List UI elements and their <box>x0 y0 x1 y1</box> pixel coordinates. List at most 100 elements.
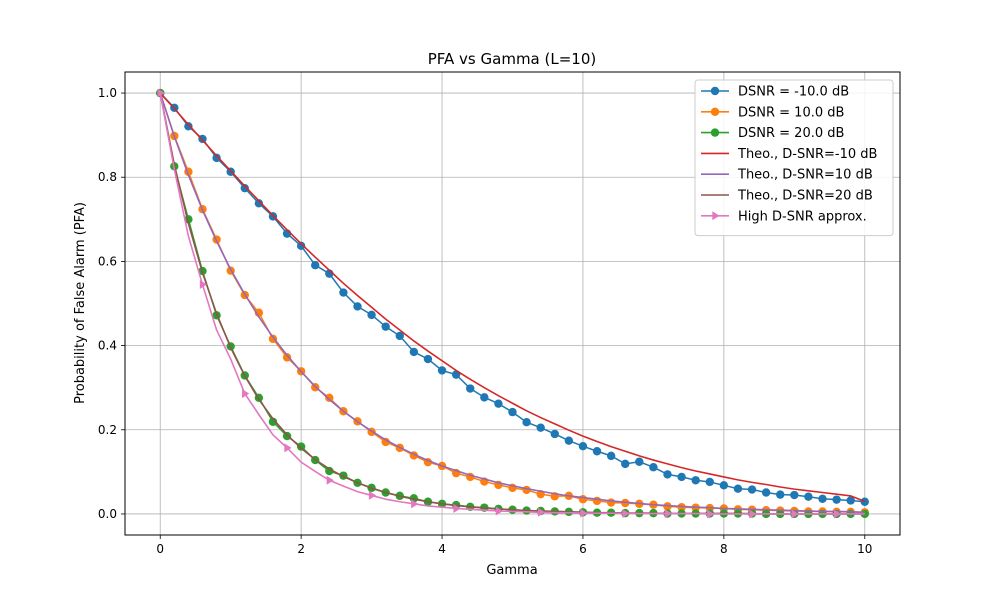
y-axis-label: Probability of False Alarm (PFA) <box>73 202 88 404</box>
legend-label: High D-SNR approx. <box>738 209 867 224</box>
series-theo-d-snr-10-db <box>159 92 865 514</box>
data-point <box>578 495 588 504</box>
legend-item: Theo., D-SNR=-10 dB <box>701 147 877 162</box>
legend-item: DSNR = 20.0 dB <box>701 126 844 141</box>
y-tick-label: 1.0 <box>98 86 117 100</box>
data-point <box>564 436 574 445</box>
data-point <box>367 310 376 320</box>
data-point <box>466 384 475 393</box>
data-point <box>157 88 165 98</box>
data-point <box>381 322 390 331</box>
legend-marker <box>712 211 720 221</box>
legend-item: Theo., D-SNR=20 dB <box>701 189 873 204</box>
legend: DSNR = -10.0 dB DSNR = 10.0 dB DSNR = 20.0… <box>694 79 894 237</box>
series-high-d-snr-approx <box>157 88 865 519</box>
legend-item: High D-SNR approx. <box>701 209 867 224</box>
data-point <box>536 423 545 432</box>
data-point <box>508 407 517 417</box>
data-point <box>691 476 700 485</box>
data-point <box>592 447 602 456</box>
data-point <box>860 497 869 506</box>
data-point <box>664 509 672 519</box>
legend-label: DSNR = 20.0 dB <box>738 126 844 141</box>
data-point <box>199 280 207 290</box>
data-point <box>522 417 531 427</box>
legend-label: Theo., D-SNR=10 dB <box>737 168 873 183</box>
data-point <box>606 498 616 507</box>
legend-box <box>694 79 894 237</box>
data-point <box>550 429 559 439</box>
data-point <box>368 490 377 500</box>
x-tick-label: 4 <box>438 542 446 556</box>
data-point <box>747 485 757 494</box>
series-theo-d-snr-10-db <box>159 92 866 503</box>
data-point <box>423 354 433 364</box>
x-axis-label: Gamma <box>486 563 537 578</box>
data-point <box>282 353 292 362</box>
legend-label: DSNR = -10.0 dB <box>738 85 849 100</box>
legend-marker <box>710 86 720 96</box>
data-point <box>409 347 419 357</box>
data-point <box>776 490 785 499</box>
data-point <box>268 417 278 426</box>
data-point <box>761 488 771 497</box>
legend-marker <box>710 128 720 137</box>
x-axis-ticks: 0 2 4 6 8 10 <box>156 535 872 556</box>
y-axis-ticks: 0.0 0.2 0.4 0.6 0.8 1.0 <box>98 86 125 521</box>
series-dsnr-10-0-db <box>156 88 869 506</box>
data-point <box>296 442 306 451</box>
data-point <box>325 466 334 476</box>
data-point <box>719 481 729 490</box>
data-point <box>212 153 221 163</box>
data-point <box>677 503 686 512</box>
data-point <box>353 302 362 311</box>
legend-item: DSNR = 10.0 dB <box>701 105 844 120</box>
data-point <box>649 463 658 472</box>
x-tick-label: 10 <box>857 542 872 556</box>
data-point <box>635 457 644 466</box>
series-line <box>159 92 865 514</box>
data-point <box>242 389 250 399</box>
data-point <box>804 492 813 501</box>
data-point <box>707 509 715 519</box>
data-point <box>578 441 588 451</box>
data-point <box>621 498 630 508</box>
legend-item: DSNR = -10.0 dB <box>701 85 849 100</box>
data-point <box>282 431 292 441</box>
data-point <box>411 499 419 509</box>
data-point <box>184 122 193 131</box>
data-point <box>494 399 503 408</box>
data-point <box>580 508 588 518</box>
data-point <box>663 502 672 511</box>
series-line <box>159 92 866 503</box>
x-tick-label: 2 <box>297 542 305 556</box>
data-point <box>606 451 616 461</box>
chart-title: PFA vs Gamma (L=10) <box>428 50 597 68</box>
x-tick-label: 8 <box>720 542 728 556</box>
legend-label: Theo., D-SNR=20 dB <box>737 189 873 204</box>
y-tick-label: 0.0 <box>98 507 117 521</box>
data-point <box>705 477 714 487</box>
data-point <box>339 288 348 297</box>
data-point <box>495 506 503 516</box>
x-tick-label: 6 <box>579 542 587 556</box>
data-point <box>832 495 841 504</box>
data-point <box>846 496 855 505</box>
data-point <box>833 509 842 519</box>
data-point <box>240 183 249 193</box>
data-point <box>818 494 827 504</box>
y-tick-label: 0.2 <box>98 423 117 437</box>
data-point <box>453 503 461 513</box>
data-point <box>480 393 489 402</box>
data-point <box>395 331 404 341</box>
data-point <box>326 475 334 485</box>
y-tick-label: 0.4 <box>98 339 117 353</box>
x-tick-label: 0 <box>156 542 164 556</box>
data-point <box>537 507 546 517</box>
data-point <box>749 509 757 519</box>
data-point <box>621 459 630 469</box>
data-point <box>790 490 799 500</box>
legend-marker <box>710 107 720 117</box>
data-point <box>284 443 292 453</box>
data-point <box>437 366 447 375</box>
